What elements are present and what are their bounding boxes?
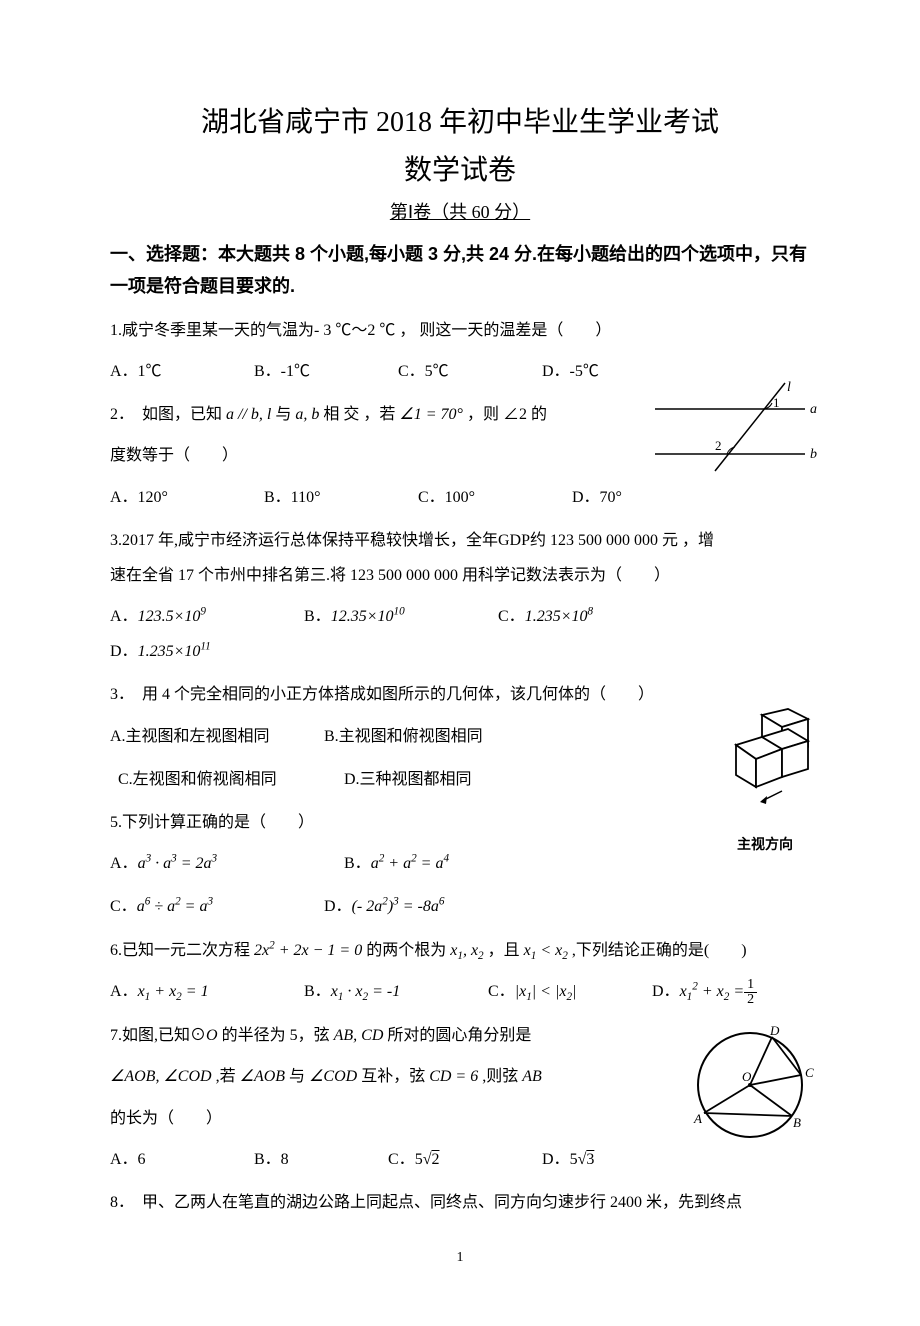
q2-angle: ∠1 = 70° <box>399 406 463 423</box>
circle-chords-icon: O A B C D <box>680 1023 820 1148</box>
title-line1: 湖北省咸宁市 2018 年初中毕业生学业考试 <box>110 100 810 140</box>
q7-opt-a: A．6 <box>110 1142 250 1177</box>
q5-opt-d: D．(- 2a2)3 = -8a6 <box>324 889 554 924</box>
q2-opt-c: C．100° <box>418 480 568 515</box>
svg-text:b: b <box>810 447 817 462</box>
q4-opt-d: D.三种视图都相同 <box>344 762 554 797</box>
question-4: 3． 用 4 个完全相同的小正方体搭成如图所示的几何体，该几何体的（ ） 主视方… <box>110 677 810 712</box>
q5-opt-b: B．a2 + a2 = a4 <box>344 846 574 881</box>
q5-opt-a: A．a3 · a3 = 2a3 <box>110 846 340 881</box>
q7-figure: O A B C D <box>680 1023 820 1161</box>
q6-opt-c: C．|x1| < |x2| <box>488 974 648 1010</box>
page-number: 1 <box>110 1250 810 1266</box>
question-5: 5.下列计算正确的是（ ） <box>110 805 810 840</box>
svg-text:B: B <box>793 1115 801 1130</box>
q1-text: 1.咸宁冬季里某一天的气温为- 3 ℃～2 ℃ ， 则这一天的温差是（ ） <box>110 322 611 339</box>
q4-opt-b: B.主视图和俯视图相同 <box>324 719 534 754</box>
q6-opt-b: B．x1 · x2 = -1 <box>304 974 484 1010</box>
title-line2: 数学试卷 <box>110 148 810 188</box>
q6-opt-d: D．x12 + x2 = 12 <box>652 974 757 1010</box>
svg-text:l: l <box>787 380 791 395</box>
svg-text:C: C <box>805 1065 814 1080</box>
q6-suffix: ,下列结论正确的是( ) <box>572 942 747 959</box>
q2-figure: a b l 1 2 <box>645 379 820 487</box>
section-heading: 一、选择题：本大题共 8 个小题,每小题 3 分,共 24 分.在每小题给出的四… <box>110 238 810 303</box>
q3-opt-d: D．1.235×1011 <box>110 634 250 669</box>
question-6: 6.已知一元二次方程 2x2 + 2x − 1 = 0 的两个根为 x1, x2… <box>110 933 810 969</box>
q5-options-row2: C．a6 ÷ a2 = a3 D．(- 2a2)3 = -8a6 <box>110 889 810 924</box>
q4-opt-c: C.左视图和俯视阁相同 <box>110 762 340 797</box>
q7-line2: ∠AOB, ∠COD ,若 ∠AOB 与 ∠COD 互补，弦 CD = 6 ,则… <box>110 1059 650 1094</box>
question-2: 2． 如图，已知 a // b, l 与 a, b 相 交 ，若 ∠1 = 70… <box>110 397 810 473</box>
q7-opt-d: D．5√3 <box>542 1142 594 1177</box>
svg-text:a: a <box>810 402 817 417</box>
q3-opt-b: B．12.35×1010 <box>304 599 494 634</box>
q3-l1: 3.2017 年,咸宁市经济运行总体保持平稳较快增长，全年GDP约 123 50… <box>110 523 810 558</box>
exam-page: 湖北省咸宁市 2018 年初中毕业生学业考试 数学试卷 第Ⅰ卷（共 60 分） … <box>0 0 920 1326</box>
question-3: 3.2017 年,咸宁市经济运行总体保持平稳较快增长，全年GDP约 123 50… <box>110 523 810 593</box>
svg-text:2: 2 <box>715 438 722 453</box>
subtitle: 第Ⅰ卷（共 60 分） <box>110 198 810 224</box>
q2-suffix: ，则 ∠2 的 <box>467 406 547 423</box>
q8-text: 8． 甲、乙两人在笔直的湖边公路上同起点、同终点、同方向匀速步行 2400 米，… <box>110 1194 742 1211</box>
question-7: 7.如图,已知⊙O 的半径为 5，弦 AB, CD 所对的圆心角分别是 ∠AOB… <box>110 1018 810 1136</box>
q4-text: 3． 用 4 个完全相同的小正方体搭成如图所示的几何体，该几何体的（ ） <box>110 686 654 703</box>
q5-text: 5.下列计算正确的是（ ） <box>110 814 314 831</box>
q2-line2: 度数等于（ ） <box>110 438 620 473</box>
q3-opt-c: C．1.235×108 <box>498 599 668 634</box>
q7-opt-b: B．8 <box>254 1142 384 1177</box>
q3-options: A．123.5×109 B．12.35×1010 C．1.235×108 D．1… <box>110 599 810 669</box>
q1-opt-c: C．5℃ <box>398 354 538 389</box>
q6-cond: ，且 x1 < x2 <box>488 942 568 959</box>
q2-opt-a: A．120° <box>110 480 260 515</box>
q2-with: 与 <box>275 406 295 423</box>
q3-opt-a: A．123.5×109 <box>110 599 300 634</box>
svg-text:O: O <box>742 1069 752 1084</box>
question-8: 8． 甲、乙两人在笔直的湖边公路上同起点、同终点、同方向匀速步行 2400 米，… <box>110 1185 810 1220</box>
question-1: 1.咸宁冬季里某一天的气温为- 3 ℃～2 ℃ ， 则这一天的温差是（ ） <box>110 313 810 348</box>
q2-expr1: a // b, l <box>226 406 275 423</box>
q6-prefix: 6.已知一元二次方程 <box>110 942 250 959</box>
q2-mid: 相 交 ，若 <box>323 406 395 423</box>
q2-opt-b: B．110° <box>264 480 414 515</box>
q1-opt-b: B．-1℃ <box>254 354 394 389</box>
cubes-icon <box>710 707 820 817</box>
q5-options-row1: A．a3 · a3 = 2a3 B．a2 + a2 = a4 <box>110 846 810 881</box>
q5-opt-c: C．a6 ÷ a2 = a3 <box>110 889 320 924</box>
q7-opt-c: C．5√2 <box>388 1142 538 1177</box>
parallel-lines-icon: a b l 1 2 <box>645 379 820 474</box>
q4-opt-a: A.主视图和左视图相同 <box>110 719 320 754</box>
q6-opt-a: A．x1 + x2 = 1 <box>110 974 300 1010</box>
q7-line3: 的长为（ ） <box>110 1101 650 1136</box>
q3-l2: 速在全省 17 个市州中排名第三.将 123 500 000 000 用科学记数… <box>110 558 810 593</box>
q6-roots: x1, x2 <box>450 942 487 959</box>
q2-expr2: a, b <box>295 406 323 423</box>
svg-text:1: 1 <box>773 395 780 410</box>
svg-text:D: D <box>769 1023 780 1038</box>
svg-text:A: A <box>693 1111 702 1126</box>
q4-options-row1: A.主视图和左视图相同 B.主视图和俯视图相同 <box>110 719 810 754</box>
q6-mid: 的两个根为 <box>366 942 446 959</box>
q2-prefix: 2． 如图，已知 <box>110 406 222 423</box>
q7-line1: 7.如图,已知⊙O 的半径为 5，弦 AB, CD 所对的圆心角分别是 <box>110 1018 650 1053</box>
q6-options: A．x1 + x2 = 1 B．x1 · x2 = -1 C．|x1| < |x… <box>110 974 810 1010</box>
q6-eq: 2x2 + 2x − 1 = 0 <box>254 942 366 959</box>
q1-opt-a: A．1℃ <box>110 354 250 389</box>
q4-options-row2: C.左视图和俯视阁相同 D.三种视图都相同 <box>110 762 810 797</box>
